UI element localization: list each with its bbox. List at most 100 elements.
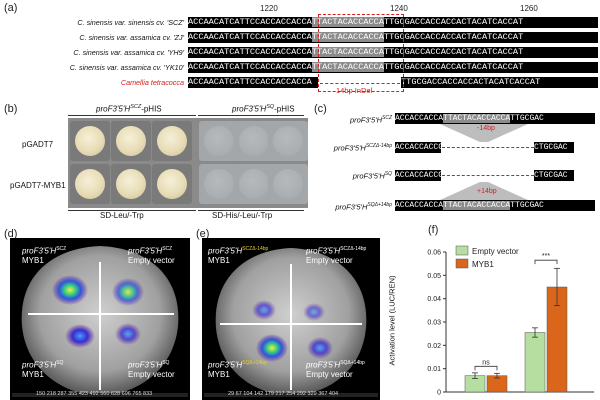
minus-14bp-label: -14bp (477, 125, 495, 132)
seq-row: ACCAACATCATTCCACCACCACCATTACTACACCACCATT… (188, 62, 598, 73)
deletion-wedge (440, 124, 528, 142)
lum-spot-d-br (115, 323, 141, 345)
yeast-spot (111, 164, 151, 204)
col-header-scz: proF3'5'HSCZ-pHIS (96, 104, 162, 114)
c-seq-row: ACCACCACCATTACTACACCACCATTGCGAC (395, 200, 595, 211)
c-seq-row: ACCACCACCG (395, 170, 444, 181)
yeast-spot (70, 164, 110, 204)
leaf-d-tl-label: proF3'5'HSCZ MYB1 (22, 246, 67, 265)
c-label: proF3'5'HSCZΔ-14bp (333, 143, 392, 153)
seq-label-zj: C. sinensis var. assamica cv. 'ZJ' (79, 33, 184, 42)
bar (524, 332, 546, 393)
row-label-pgadt7: pGADT7 (22, 140, 54, 149)
legend-label: MYB1 (472, 260, 494, 269)
position-1260: 1260 (520, 4, 538, 13)
y-tick-label: 0.06 (427, 250, 441, 257)
c-label: proF3'5'HSCZ (349, 115, 392, 125)
c-label: proF3'5'HSQ (352, 171, 392, 181)
lum-spot-e-br (307, 337, 333, 359)
y-tick-label: 0.05 (427, 273, 441, 280)
panel-c-label: (c) (314, 103, 327, 115)
lum-spot-e-tl (252, 300, 276, 320)
leaf-image-e: proF3'5'HSCZΔ-14bp MYB1 proF3'5'HSCZΔ-14b… (202, 238, 380, 400)
header-rule-left (68, 115, 196, 116)
y-tick-label: 0.03 (427, 320, 441, 327)
seq-row: ACCAACATCATTCCACCACCACCATTACTACACCACCATT… (188, 17, 598, 28)
panel-b: proF3'5'HSCZ-pHIS proF3'5'HSQ-pHIS pGADT… (0, 100, 310, 220)
seq-row-tetracocca-post: TTGCGACCACCACCACTACATCACCAT (401, 77, 598, 88)
significance-bracket (474, 365, 498, 371)
header-rule-right (198, 115, 304, 116)
activation-bar-chart: 0 0.01 0.02 0.03 0.04 0.05 0.06 ns *** Empty ve… (427, 245, 594, 397)
lum-spot-e-tr (303, 303, 325, 321)
plate-region (68, 118, 308, 208)
c-seq-row-post: CTGCGAC (534, 142, 574, 153)
leaf-e-bl-label: proF3'5'HSQΔ+14bp MYB1 (208, 360, 267, 379)
c-gap-line (442, 147, 534, 148)
leaf-e-tr-label: proF3'5'HSCZΔ-14bp Empty vector (306, 246, 367, 265)
footer-rule-right (198, 210, 304, 211)
seq-row: ACCAACATCATTCCACCACCACCATTACTACACCACCATT… (188, 32, 598, 43)
yeast-spot (70, 121, 110, 161)
yeast-spot (268, 164, 308, 204)
leaf-d-scale: 150 218 287 355 423 492 560 628 696 765 … (36, 391, 153, 397)
yeast-spot (199, 121, 239, 161)
y-tick-label: 0.04 (427, 296, 441, 303)
yeast-spot (111, 121, 151, 161)
y-tick-label: 0.01 (427, 366, 441, 373)
chart-ylabel: Activation level (LUC/REN) (387, 275, 397, 366)
indel-label: 14bp InDel (336, 86, 373, 95)
lum-colorbar-e (204, 393, 378, 397)
media-label-left: SD-Leu/-Trp (100, 211, 144, 220)
significance-label: *** (542, 253, 550, 260)
significance-bracket (534, 259, 558, 265)
chart-legend: Empty vector MYB1 (455, 245, 519, 269)
seq-label-tetracocca: Camellia tetracocca (120, 78, 184, 87)
panel-b-label: (b) (4, 103, 18, 115)
indel-gap-line (320, 83, 400, 84)
leaf-d-bl-label: proF3'5'HSQ MYB1 (22, 360, 64, 379)
legend-label: Empty vector (472, 247, 519, 256)
lum-colorbar-d (12, 393, 188, 397)
position-1240: 1240 (390, 4, 408, 13)
lum-spot-d-bl (65, 324, 95, 348)
leaf-d-tr-label: proF3'5'HSCZ Empty vector (128, 246, 175, 265)
yeast-spot (199, 164, 239, 204)
insertion-wedge (440, 182, 528, 200)
leaf-e-svg (204, 248, 378, 397)
plus-14bp-label: +14bp (477, 188, 497, 195)
seq-labels: C. sinensis var. sinensis cv. 'SCZ' C. s… (0, 17, 184, 97)
c-label: proF3'5'HSQΔ+14bp (335, 202, 392, 212)
c-gap-line (442, 175, 534, 176)
panel-c: proF3'5'HSCZ ACCACCACCATTACTACACCACCATTG… (310, 100, 600, 225)
chart-bars: ns *** (464, 253, 568, 393)
deletion-wedge-shape (440, 124, 528, 142)
yeast-spot (268, 121, 308, 161)
seq-label-yk10: C. sinensis var. assamica cv. 'YK10' (69, 63, 184, 72)
leaf-d-br-label: proF3'5'HSQ Empty vector (128, 360, 175, 379)
yeast-spot (152, 121, 192, 161)
legend-swatch (455, 245, 469, 256)
position-1220: 1220 (260, 4, 278, 13)
leaf-image-d: proF3'5'HSCZ MYB1 proF3'5'HSCZ Empty vecto… (10, 238, 190, 400)
media-label-right: SD-His/-Leu/-Trp (212, 211, 273, 220)
indel-box (318, 14, 404, 92)
seq-label-yh9: C. sinensis var. assamica cv. 'YH9' (73, 48, 184, 57)
leaf-d-svg (12, 246, 188, 397)
leaf-e-tl-label: proF3'5'HSCZΔ-14bp MYB1 (208, 246, 269, 265)
legend-swatch (455, 258, 469, 269)
lum-spot-e-bl (256, 334, 288, 362)
y-tick-label: 0 (437, 390, 441, 397)
yeast-spot (152, 164, 192, 204)
leaf-e-br-label: proF3'5'HSQΔ+14bp Empty vector (306, 360, 365, 379)
panel-e-label: (e) (196, 228, 210, 240)
c-seq-row: ACCACCACCATTACTACACCACCATTGCGAC (395, 113, 595, 124)
footer-rule-left (68, 210, 196, 211)
leaf-e-scale: 29 67 104 142 179 217 254 292 329 367 40… (228, 391, 339, 397)
c-seq-row: ACCACCACCG (395, 142, 444, 153)
panel-a: 1220 1240 1260 C. sinensis var. sinensis… (0, 0, 600, 100)
significance-label: ns (482, 359, 490, 366)
panel-d-label: (d) (4, 228, 18, 240)
yeast-spot (234, 164, 274, 204)
seq-label-scz: C. sinensis var. sinensis cv. 'SCZ' (77, 18, 184, 27)
